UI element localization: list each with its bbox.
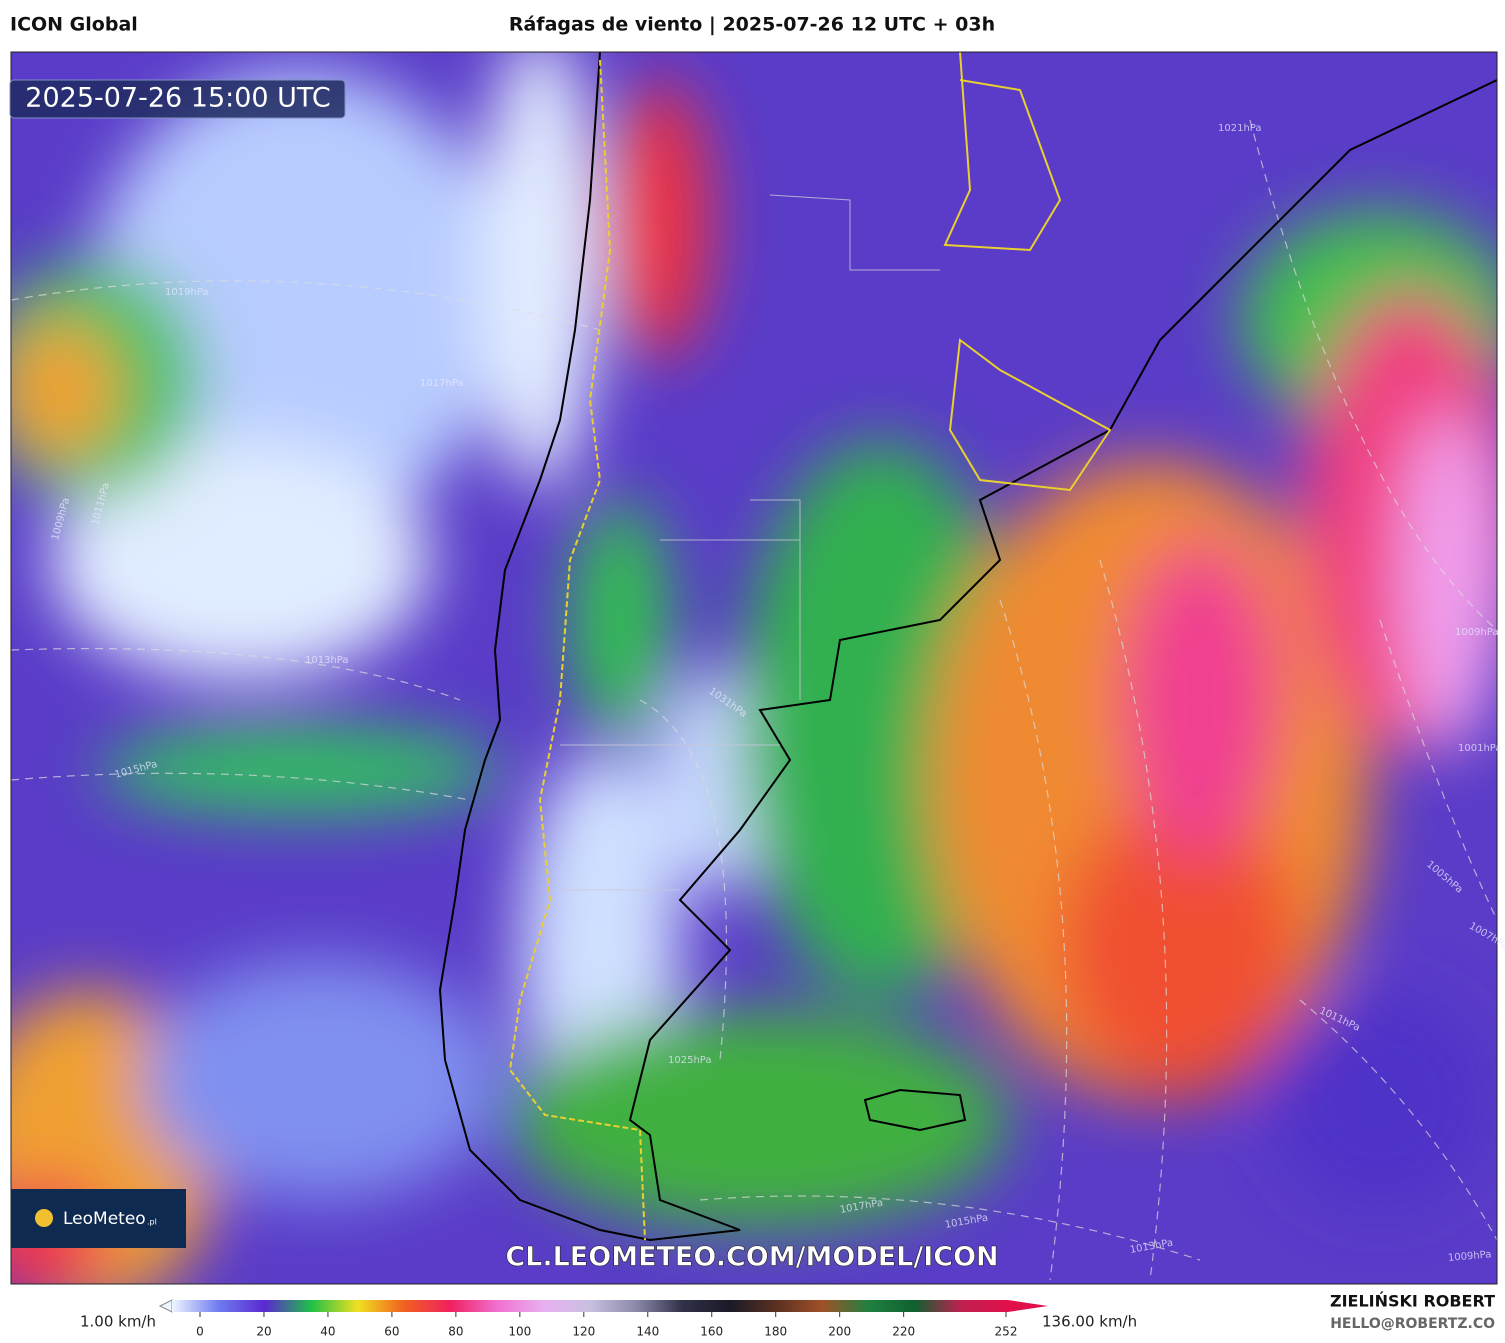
isobar-label: 1017hPa — [420, 378, 464, 389]
isobar-label: 1009hPa — [1455, 627, 1499, 638]
author: ZIELIŃSKI ROBERT — [1330, 1292, 1495, 1311]
wind-field — [11, 52, 1497, 1284]
logo: LeoMeteo — [63, 1209, 146, 1229]
colorbar: 0 20 40 60 80 100 120 140 160 180 200 220 252 — [158, 1299, 1048, 1339]
colorbar-gradient — [172, 1300, 1008, 1312]
colorbar-tick-label: 100 — [508, 1325, 531, 1339]
isobar-label: 1009hPa — [1448, 1249, 1492, 1264]
colorbar-high-cap — [1008, 1300, 1048, 1312]
colorbar-tick-label: 200 — [828, 1325, 851, 1339]
colorbar-min-label: 1.00 km/h — [80, 1313, 156, 1331]
isobar-label: 1025hPa — [668, 1055, 712, 1066]
colorbar-tick-label: 252 — [995, 1325, 1018, 1339]
colorbar-tick-label: 20 — [256, 1325, 271, 1339]
source-url: CL.LEOMETEO.COM/MODEL/ICON — [505, 1242, 998, 1273]
model-name: ICON Global — [10, 14, 138, 36]
time-box — [9, 79, 346, 119]
isobar-label: 1001hPa — [1458, 743, 1502, 754]
colorbar-tick-label: 220 — [892, 1325, 915, 1339]
colorbar-tick-label: 80 — [448, 1325, 463, 1339]
isobar-label: 1021hPa — [1218, 123, 1262, 134]
colorbar-tick-label: 40 — [320, 1325, 335, 1339]
contact: HELLO@ROBERTZ.CO — [1330, 1316, 1495, 1332]
isobar-label: 1013hPa — [305, 655, 349, 666]
valid-time: 2025-07-26 15:00 UTC — [25, 83, 330, 114]
colorbar-low-cap — [158, 1299, 173, 1313]
logo-suffix: .pl — [147, 1218, 157, 1227]
colorbar-tick-label: 60 — [384, 1325, 399, 1339]
colorbar-tick-label: 0 — [196, 1325, 204, 1339]
colorbar-max-label: 136.00 km/h — [1042, 1313, 1137, 1331]
colorbar-tick-label: 180 — [764, 1325, 787, 1339]
colorbar-tick-label: 120 — [572, 1325, 595, 1339]
colorbar-tick-label: 160 — [700, 1325, 723, 1339]
isobar-label: 1019hPa — [165, 287, 209, 298]
map-title: Ráfagas de viento | 2025-07-26 12 UTC + … — [509, 14, 995, 36]
logo-sun — [35, 1209, 53, 1227]
colorbar-tick-label: 140 — [636, 1325, 659, 1339]
